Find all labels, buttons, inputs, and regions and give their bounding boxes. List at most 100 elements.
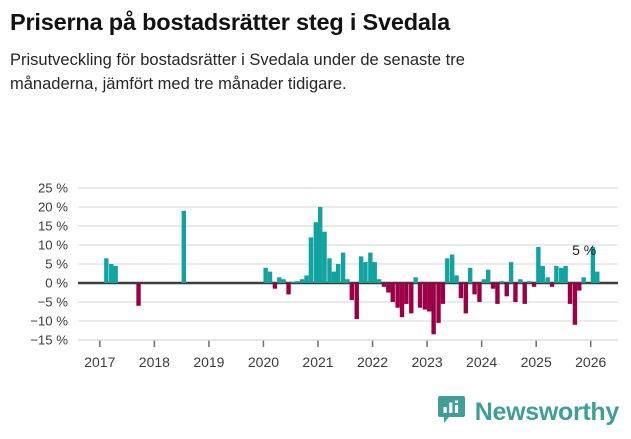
bar[interactable] <box>358 256 364 283</box>
bar[interactable] <box>559 267 564 283</box>
bar[interactable] <box>422 283 428 310</box>
bar[interactable] <box>345 279 350 283</box>
bar[interactable] <box>390 283 395 302</box>
bar[interactable] <box>409 283 414 314</box>
value-annotation-label: 5 % <box>572 242 596 258</box>
bar[interactable] <box>331 271 337 283</box>
bar[interactable] <box>295 281 300 283</box>
bar[interactable] <box>427 283 432 312</box>
bar[interactable] <box>104 258 109 283</box>
x-axis-tick-label: 2017 <box>84 354 115 370</box>
bar[interactable] <box>477 283 482 302</box>
bar[interactable] <box>281 279 286 283</box>
bar[interactable] <box>368 252 373 283</box>
bar[interactable] <box>299 279 305 283</box>
newsworthy-logo: Newsworthy <box>437 395 619 429</box>
bar[interactable] <box>467 267 473 283</box>
bar[interactable] <box>317 207 323 283</box>
x-axis-tick-label: 2018 <box>139 354 170 370</box>
bar[interactable] <box>445 258 450 283</box>
x-axis-tick-label: 2025 <box>521 354 552 370</box>
bar[interactable] <box>395 283 400 308</box>
bar[interactable] <box>304 275 309 283</box>
bar[interactable] <box>518 279 523 283</box>
bar[interactable] <box>267 271 273 283</box>
bar[interactable] <box>499 281 505 283</box>
bar[interactable] <box>363 262 368 283</box>
bar[interactable] <box>335 264 341 283</box>
bar[interactable] <box>481 279 487 283</box>
bar[interactable] <box>590 246 596 283</box>
bar[interactable] <box>286 283 291 295</box>
bar[interactable] <box>513 283 518 302</box>
bar[interactable] <box>454 275 459 283</box>
bar[interactable] <box>181 210 187 283</box>
bar[interactable] <box>417 283 423 308</box>
bar[interactable] <box>277 277 282 283</box>
bar[interactable] <box>386 283 391 293</box>
bar[interactable] <box>536 246 541 283</box>
bar[interactable] <box>399 283 405 318</box>
bar[interactable] <box>354 283 359 320</box>
bar[interactable] <box>381 283 387 287</box>
y-axis-tick-label: −15 % <box>30 333 68 348</box>
bar[interactable] <box>349 283 355 301</box>
chart-canvas: 25 % 20 % 15 % 10 % 5 % 0 % −5 % −10 % −15 % 2017… <box>30 181 618 370</box>
bar[interactable] <box>572 283 578 325</box>
bar-chart-speech-bubble-icon <box>437 395 466 429</box>
bar[interactable] <box>272 283 278 289</box>
y-axis-tick-label: 25 % <box>38 181 68 196</box>
bar[interactable] <box>581 277 586 283</box>
bar[interactable] <box>508 262 514 283</box>
bar[interactable] <box>340 252 346 283</box>
bar[interactable] <box>472 283 477 295</box>
bar[interactable] <box>540 265 545 283</box>
bar-chart: 25 % 20 % 15 % 10 % 5 % 0 % −5 % −10 % −15 % 2017… <box>0 178 631 390</box>
bar[interactable] <box>458 283 464 299</box>
bar[interactable] <box>372 262 377 283</box>
bar[interactable] <box>404 283 409 304</box>
bar[interactable] <box>549 283 555 287</box>
bar[interactable] <box>436 283 441 323</box>
x-axis-tick-label: 2023 <box>412 354 443 370</box>
bar[interactable] <box>567 283 573 304</box>
bar[interactable] <box>308 237 314 283</box>
bar[interactable] <box>113 265 118 283</box>
y-axis-tick-label: −5 % <box>38 295 69 310</box>
bar[interactable] <box>440 283 446 304</box>
y-axis-tick-label: 20 % <box>38 200 68 215</box>
y-axis-tick-label: −10 % <box>30 314 68 329</box>
bar[interactable] <box>531 283 537 287</box>
bar[interactable] <box>554 265 559 283</box>
bar[interactable] <box>495 283 500 304</box>
bar[interactable] <box>322 231 327 283</box>
bar[interactable] <box>413 277 418 283</box>
bar[interactable] <box>485 269 491 283</box>
bar[interactable] <box>263 267 268 283</box>
y-axis-tick-label: 15 % <box>38 219 68 234</box>
bar[interactable] <box>595 271 600 283</box>
bar[interactable] <box>577 283 582 291</box>
x-axis-tick-label: 2020 <box>248 354 279 370</box>
bar[interactable] <box>526 281 532 283</box>
page-subtitle: Prisutveckling för bostadsrätter i Sveda… <box>10 51 465 93</box>
bar[interactable] <box>463 283 469 314</box>
bar[interactable] <box>376 279 382 283</box>
bar[interactable] <box>504 283 509 297</box>
bar[interactable] <box>490 283 496 289</box>
x-axis-tick-label: 2021 <box>302 354 333 370</box>
y-axis-tick-label: 10 % <box>38 238 68 253</box>
bar[interactable] <box>522 283 527 304</box>
bar[interactable] <box>290 281 296 283</box>
bar[interactable] <box>327 258 332 283</box>
bar[interactable] <box>136 283 141 306</box>
x-axis-tick-label: 2019 <box>193 354 224 370</box>
bar[interactable] <box>109 264 114 283</box>
bar[interactable] <box>313 222 319 283</box>
bar[interactable] <box>563 265 568 283</box>
bar[interactable] <box>431 283 436 335</box>
bar[interactable] <box>545 277 550 283</box>
bar[interactable] <box>449 254 455 284</box>
y-axis-tick-label: 5 % <box>45 257 68 272</box>
